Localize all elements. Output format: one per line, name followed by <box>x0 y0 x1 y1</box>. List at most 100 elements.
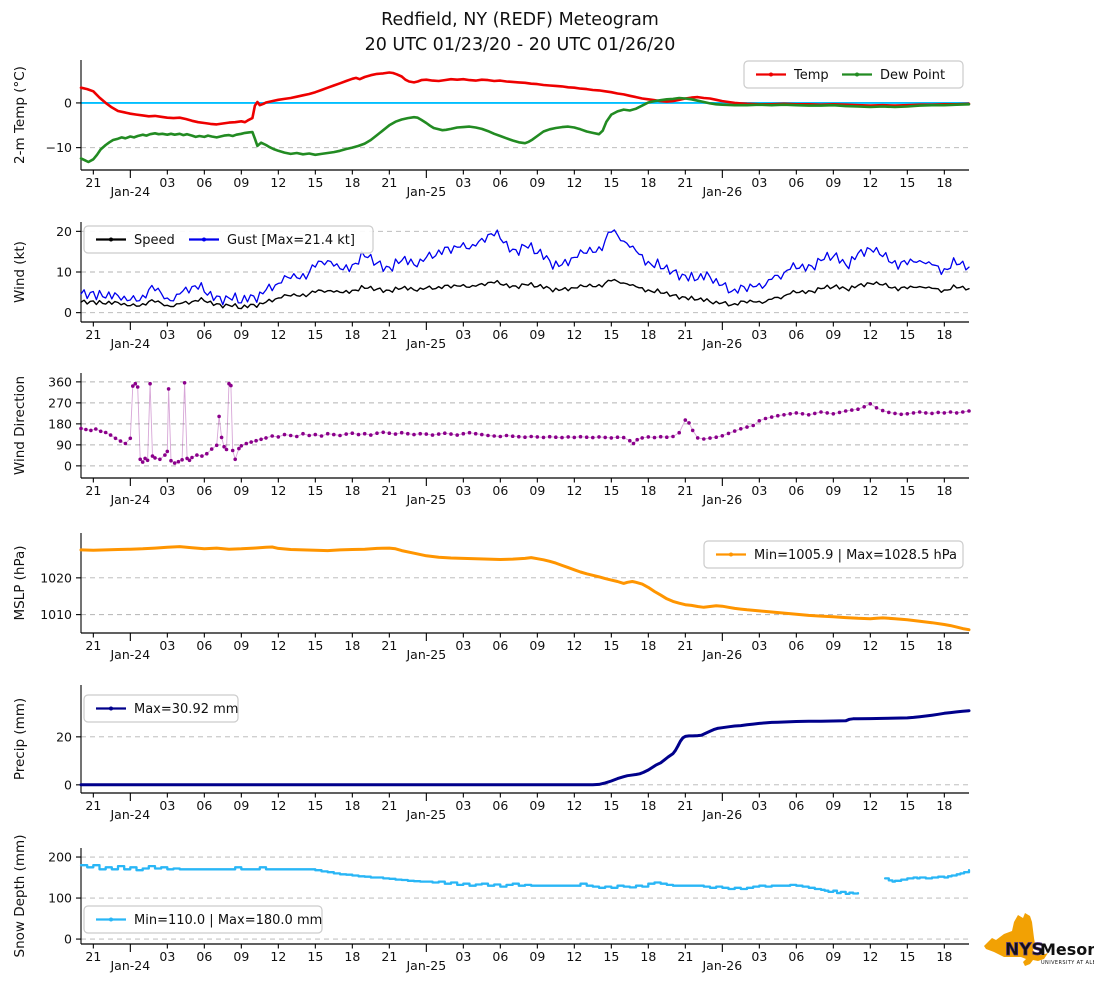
svg-text:Speed: Speed <box>134 233 175 248</box>
svg-text:0: 0 <box>64 777 72 792</box>
svg-text:Jan-25: Jan-25 <box>405 184 446 199</box>
svg-text:Jan-24: Jan-24 <box>109 336 150 351</box>
svg-text:12: 12 <box>862 327 878 342</box>
svg-text:18: 18 <box>936 327 952 342</box>
svg-text:Jan-25: Jan-25 <box>405 958 446 973</box>
svg-text:18: 18 <box>936 798 952 813</box>
svg-text:03: 03 <box>751 175 767 190</box>
svg-text:12: 12 <box>566 949 582 964</box>
svg-text:18: 18 <box>640 483 656 498</box>
svg-text:15: 15 <box>899 327 915 342</box>
svg-text:0: 0 <box>64 932 72 947</box>
svg-text:18: 18 <box>344 175 360 190</box>
svg-text:09: 09 <box>825 638 841 653</box>
svg-text:12: 12 <box>270 483 286 498</box>
svg-text:09: 09 <box>825 483 841 498</box>
svg-text:15: 15 <box>899 638 915 653</box>
svg-text:03: 03 <box>159 798 175 813</box>
svg-text:06: 06 <box>196 949 212 964</box>
svg-text:18: 18 <box>344 483 360 498</box>
svg-text:03: 03 <box>751 327 767 342</box>
svg-text:12: 12 <box>862 483 878 498</box>
svg-text:12: 12 <box>862 949 878 964</box>
svg-text:15: 15 <box>307 175 323 190</box>
svg-text:09: 09 <box>233 327 249 342</box>
logo-mesonet-text: Mesonet <box>1040 940 1094 959</box>
svg-text:200: 200 <box>48 850 72 865</box>
svg-text:21: 21 <box>85 638 101 653</box>
svg-text:18: 18 <box>640 175 656 190</box>
svg-text:Dew Point: Dew Point <box>880 68 945 83</box>
svg-text:15: 15 <box>899 175 915 190</box>
logo-subtitle-text: UNIVERSITY AT ALBANY <box>1041 960 1094 966</box>
svg-text:21: 21 <box>85 175 101 190</box>
svg-text:18: 18 <box>936 175 952 190</box>
svg-text:09: 09 <box>529 483 545 498</box>
svg-text:09: 09 <box>825 798 841 813</box>
svg-text:06: 06 <box>492 483 508 498</box>
svg-text:12: 12 <box>566 638 582 653</box>
svg-text:15: 15 <box>899 949 915 964</box>
svg-text:21: 21 <box>85 483 101 498</box>
svg-text:21: 21 <box>677 327 693 342</box>
wdir-ylabel: Wind Direction <box>12 376 28 475</box>
temp-ylabel: 2-m Temp (°C) <box>12 66 28 164</box>
svg-text:15: 15 <box>603 175 619 190</box>
svg-text:15: 15 <box>603 949 619 964</box>
svg-text:Min=1005.9 | Max=1028.5 hPa: Min=1005.9 | Max=1028.5 hPa <box>754 548 957 563</box>
svg-text:18: 18 <box>936 638 952 653</box>
panel-mslp: 1010 1020 21 Jan-24 03 06 09 12 15 18 21 Jan-25 03 06… <box>12 533 971 662</box>
svg-text:18: 18 <box>640 949 656 964</box>
svg-text:12: 12 <box>270 175 286 190</box>
svg-text:21: 21 <box>381 483 397 498</box>
svg-text:20: 20 <box>56 224 72 239</box>
snow-legend: Min=110.0 | Max=180.0 mm <box>83 905 323 934</box>
svg-text:21: 21 <box>677 483 693 498</box>
svg-text:03: 03 <box>159 949 175 964</box>
svg-text:09: 09 <box>233 483 249 498</box>
svg-text:06: 06 <box>492 638 508 653</box>
svg-text:09: 09 <box>233 798 249 813</box>
svg-text:12: 12 <box>566 483 582 498</box>
svg-text:90: 90 <box>56 437 72 452</box>
svg-text:0: 0 <box>64 95 72 110</box>
svg-text:1020: 1020 <box>40 570 72 585</box>
svg-text:18: 18 <box>344 949 360 964</box>
svg-text:0: 0 <box>64 305 72 320</box>
svg-text:09: 09 <box>529 638 545 653</box>
svg-text:21: 21 <box>381 638 397 653</box>
svg-text:21: 21 <box>381 327 397 342</box>
svg-text:Jan-25: Jan-25 <box>405 647 446 662</box>
svg-text:03: 03 <box>455 798 471 813</box>
svg-text:06: 06 <box>196 327 212 342</box>
svg-text:06: 06 <box>788 175 804 190</box>
svg-text:03: 03 <box>455 638 471 653</box>
svg-text:270: 270 <box>48 395 72 410</box>
svg-text:Jan-24: Jan-24 <box>109 184 150 199</box>
mslp-ylabel: MSLP (hPa) <box>12 545 28 620</box>
svg-text:18: 18 <box>640 638 656 653</box>
svg-text:06: 06 <box>196 175 212 190</box>
svg-text:21: 21 <box>677 175 693 190</box>
svg-text:15: 15 <box>899 483 915 498</box>
svg-text:Jan-26: Jan-26 <box>701 336 742 351</box>
svg-text:15: 15 <box>307 638 323 653</box>
svg-text:12: 12 <box>270 638 286 653</box>
svg-text:06: 06 <box>788 949 804 964</box>
svg-text:18: 18 <box>936 483 952 498</box>
svg-text:18: 18 <box>344 798 360 813</box>
svg-text:06: 06 <box>196 798 212 813</box>
svg-text:12: 12 <box>862 638 878 653</box>
svg-text:12: 12 <box>270 949 286 964</box>
snow-line-snow <box>79 864 971 896</box>
svg-text:Jan-24: Jan-24 <box>109 492 150 507</box>
precip-line-precip <box>79 709 971 787</box>
svg-text:Min=110.0 | Max=180.0 mm: Min=110.0 | Max=180.0 mm <box>134 913 322 928</box>
wind-ylabel: Wind (kt) <box>12 241 28 303</box>
svg-text:21: 21 <box>381 949 397 964</box>
svg-text:Jan-26: Jan-26 <box>701 492 742 507</box>
svg-text:0: 0 <box>64 458 72 473</box>
temp-line-dew <box>79 96 971 164</box>
svg-text:100: 100 <box>48 891 72 906</box>
